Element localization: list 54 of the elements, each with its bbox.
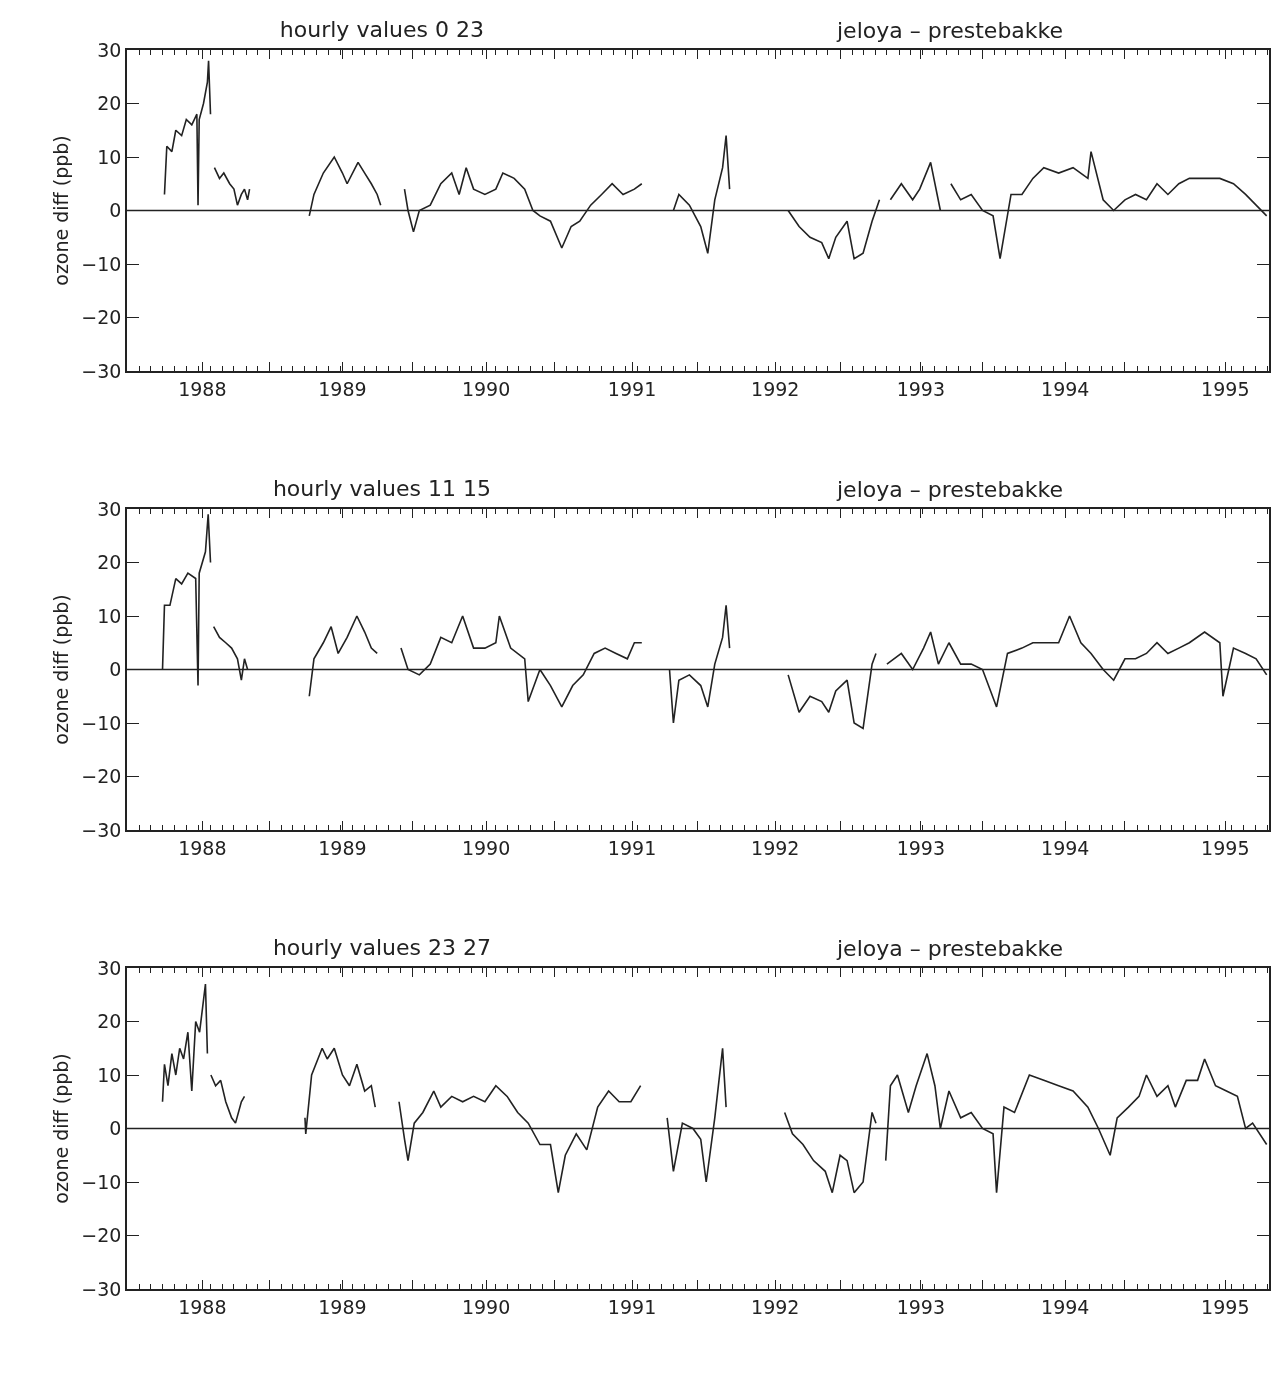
x-tick-label: 1991 <box>607 836 657 859</box>
y-tick-label: 10 <box>97 604 122 627</box>
y-tick-label: 20 <box>97 92 122 115</box>
x-tick-label: 1988 <box>178 1295 227 1318</box>
x-tick-label: 1992 <box>751 836 800 859</box>
y-tick-label: 30 <box>97 497 122 520</box>
x-tick-label: 1994 <box>1041 377 1090 400</box>
y-tick-label: −20 <box>81 1224 122 1247</box>
y-tick-label: 20 <box>97 1010 122 1033</box>
chart-subtitle: jeloya – prestebakke <box>836 18 1064 43</box>
y-axis-title: ozone diff (ppb) <box>49 135 72 286</box>
x-tick-label: 1993 <box>896 1295 946 1318</box>
chart-title: hourly values 11 15 <box>272 476 491 502</box>
chart-subtitle: jeloya – prestebakke <box>836 477 1064 502</box>
x-tick-label: 1992 <box>751 1295 800 1318</box>
x-tick-label: 1990 <box>461 836 511 859</box>
y-tick-label: −10 <box>81 711 122 734</box>
x-tick-label: 1989 <box>318 1295 367 1318</box>
x-tick-label: 1990 <box>461 377 511 400</box>
y-tick-label: −20 <box>81 306 122 329</box>
y-tick-label: 20 <box>97 551 122 574</box>
y-tick-label: 10 <box>97 1063 122 1086</box>
y-tick-label: 0 <box>109 1117 122 1140</box>
x-tick-label: 1989 <box>318 377 367 400</box>
y-axis-title: ozone diff (ppb) <box>49 594 72 745</box>
y-tick-label: 30 <box>97 38 122 61</box>
y-axis-title: ozone diff (ppb) <box>49 1053 72 1204</box>
y-tick-label: −30 <box>81 818 122 841</box>
x-tick-label: 1992 <box>751 377 800 400</box>
y-tick-label: −10 <box>81 1170 122 1193</box>
y-tick-label: −10 <box>81 252 122 275</box>
x-tick-label: 1994 <box>1041 1295 1090 1318</box>
y-tick-label: −20 <box>81 765 122 788</box>
x-tick-label: 1993 <box>896 377 946 400</box>
y-tick-label: 30 <box>97 956 122 979</box>
x-tick-label: 1993 <box>896 836 946 859</box>
x-tick-label: 1991 <box>607 377 657 400</box>
x-tick-label: 1991 <box>607 1295 657 1318</box>
chart-subtitle: jeloya – prestebakke <box>836 936 1064 961</box>
x-tick-label: 1988 <box>178 836 227 859</box>
y-tick-label: 10 <box>97 145 122 168</box>
x-tick-label: 1990 <box>461 1295 511 1318</box>
x-tick-label: 1989 <box>318 836 367 859</box>
y-tick-label: −30 <box>81 1277 122 1300</box>
x-tick-label: 1995 <box>1201 1295 1250 1318</box>
chart-title: hourly values 23 27 <box>272 935 491 961</box>
x-tick-label: 1995 <box>1201 836 1250 859</box>
x-tick-label: 1988 <box>178 377 227 400</box>
chart-title: hourly values 0 23 <box>279 17 484 43</box>
y-tick-label: 0 <box>109 199 122 222</box>
x-tick-label: 1994 <box>1041 836 1090 859</box>
y-tick-label: 0 <box>109 658 122 681</box>
x-tick-label: 1995 <box>1201 377 1250 400</box>
y-tick-label: −30 <box>81 359 122 382</box>
